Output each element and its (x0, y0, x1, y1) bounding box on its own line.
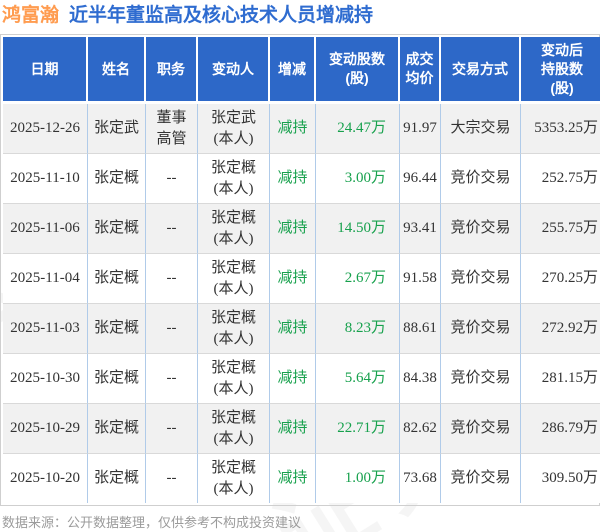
table-row: 2025-11-10 张定概 -- 张定概 (本人) 减持 3.00万 96.44 竞价交易 2… (3, 154, 600, 204)
column-header: 交易方式 (441, 37, 521, 104)
direction-cell: 减持 (270, 454, 316, 503)
table-row: 2025-10-29 张定概 -- 张定概 (本人) 减持 22.71万 82.62 竞价交易… (3, 404, 600, 454)
direction-cell: 减持 (270, 304, 316, 354)
column-header: 日期 (3, 37, 88, 104)
position-cell: -- (146, 304, 198, 354)
direction-cell: 减持 (270, 354, 316, 404)
table-row: 2025-11-06 张定概 -- 张定概 (本人) 减持 14.50万 93.41 竞价交易… (3, 204, 600, 254)
trade-method-cell: 竞价交易 (441, 404, 521, 454)
direction-cell: 减持 (270, 254, 316, 304)
column-header: 增减 (270, 37, 316, 104)
trade-method-cell: 竞价交易 (441, 204, 521, 254)
shares-changed-cell: 8.23万 (316, 304, 400, 354)
shares-after-cell: 272.92万 (521, 304, 600, 354)
column-header: 姓名 (88, 37, 146, 104)
holdings-table-box: 日期 姓名 职务 变动人 增减 变动股数 (股) 成交 均价 交易方式 变动后 持股数 (股) … (0, 34, 600, 506)
table-body: 2025-12-26 张定武 董事 高管 张定武 (本人) 减持 24.47万 91.97 大… (3, 104, 600, 503)
trade-method-cell: 竞价交易 (441, 254, 521, 304)
avg-price-cell: 91.97 (400, 104, 441, 154)
changer-cell: 张定概 (本人) (198, 204, 270, 254)
shares-changed-cell: 14.50万 (316, 204, 400, 254)
shares-after-cell: 281.15万 (521, 354, 600, 404)
holdings-table: 日期 姓名 职务 变动人 增减 变动股数 (股) 成交 均价 交易方式 变动后 持股数 (股) … (3, 37, 600, 503)
report-title: 近半年董监高及核心技术人员增减持 (69, 5, 374, 26)
column-header: 变动后 持股数 (股) (521, 37, 600, 104)
date-cell: 2025-10-30 (3, 354, 88, 404)
avg-price-cell: 73.68 (400, 454, 441, 503)
table-row: 2025-10-20 张定概 -- 张定概 (本人) 减持 1.00万 73.68 竞价交易 3… (3, 454, 600, 503)
shares-after-cell: 270.25万 (521, 254, 600, 304)
avg-price-cell: 91.58 (400, 254, 441, 304)
date-cell: 2025-10-20 (3, 454, 88, 503)
shares-after-cell: 5353.25万 (521, 104, 600, 154)
changer-cell: 张定武 (本人) (198, 104, 270, 154)
column-header: 变动股数 (股) (316, 37, 400, 104)
footer-note: 数据来源：公开数据整理，仅供参考不构成投资建议 (2, 515, 302, 530)
shares-changed-cell: 1.00万 (316, 454, 400, 503)
shares-after-cell: 309.50万 (541, 470, 598, 486)
trade-method-cell: 竞价交易 (441, 304, 521, 354)
avg-price-cell: 88.61 (400, 304, 441, 354)
date-cell: 2025-11-06 (3, 204, 88, 254)
shares-changed-cell: 3.00万 (316, 154, 400, 204)
position-cell: -- (146, 404, 198, 454)
column-header: 成交 均价 (400, 37, 441, 104)
shares-changed-cell: 2.67万 (316, 254, 400, 304)
name-cell: 张定概 (88, 404, 146, 454)
changer-cell: 张定概 (本人) (198, 304, 270, 354)
date-cell: 2025-10-29 (3, 404, 88, 454)
shares-after-cell: 255.75万 (521, 204, 600, 254)
changer-cell: 张定概 (本人) (198, 454, 270, 503)
name-cell: 张定概 (88, 354, 146, 404)
table-row: 2025-12-26 张定武 董事 高管 张定武 (本人) 减持 24.47万 91.97 大… (3, 104, 600, 154)
changer-cell: 张定概 (本人) (198, 354, 270, 404)
direction-cell: 减持 (270, 154, 316, 204)
table-header: 日期 姓名 职务 变动人 增减 变动股数 (股) 成交 均价 交易方式 变动后 持股数 (股) (3, 37, 600, 104)
name-cell: 张定概 (88, 304, 146, 354)
changer-cell: 张定概 (本人) (198, 254, 270, 304)
changer-cell: 张定概 (本人) (198, 154, 270, 204)
trade-method-cell: 竞价交易 (441, 154, 521, 204)
shares-changed-cell: 22.71万 (316, 404, 400, 454)
header-row: 日期 姓名 职务 变动人 增减 变动股数 (股) 成交 均价 交易方式 变动后 持股数 (股) (3, 37, 600, 104)
direction-cell: 减持 (270, 404, 316, 454)
avg-price-cell: 84.38 (400, 354, 441, 404)
table-row: 2025-10-30 张定概 -- 张定概 (本人) 减持 5.64万 84.38 竞价交易 2… (3, 354, 600, 404)
trade-method-cell: 竞价交易 (441, 454, 521, 503)
table-row: 2025-11-03 张定概 -- 张定概 (本人) 减持 8.23万 88.61 竞价交易 2… (3, 304, 600, 354)
changer-cell: 张定概 (本人) (198, 404, 270, 454)
column-header: 职务 (146, 37, 198, 104)
avg-price-cell: 93.41 (400, 204, 441, 254)
date-cell: 2025-12-26 (3, 104, 88, 154)
column-header: 变动人 (198, 37, 270, 104)
trade-method-cell: 大宗交易 (441, 104, 521, 154)
position-cell: -- (146, 154, 198, 204)
name-cell: 张定武 (88, 104, 146, 154)
date-cell: 2025-11-04 (3, 254, 88, 304)
shares-changed-cell: 24.47万 (316, 104, 400, 154)
trade-method-cell: 竞价交易 (441, 354, 521, 404)
shares-changed-cell: 5.64万 (316, 354, 400, 404)
shares-after-cell: 252.75万 (521, 154, 600, 204)
position-cell: -- (146, 204, 198, 254)
position-cell: -- (146, 454, 198, 503)
direction-cell: 减持 (270, 104, 316, 154)
date-cell: 2025-11-03 (3, 304, 88, 354)
page-title: 鸿富瀚 近半年董监高及核心技术人员增减持 (0, 0, 600, 34)
position-cell: 董事 高管 (146, 104, 198, 154)
date-cell: 2025-11-10 (3, 154, 88, 204)
shares-after-cell: 286.79万 (521, 404, 600, 454)
avg-price-cell: 82.62 (400, 404, 441, 454)
name-cell: 张定概 (88, 204, 146, 254)
name-cell: 张定概 (88, 454, 146, 503)
name-cell: 张定概 (88, 154, 146, 204)
avg-price-cell: 96.44 (400, 154, 441, 204)
position-cell: -- (146, 354, 198, 404)
position-cell: -- (146, 254, 198, 304)
name-cell: 张定概 (88, 254, 146, 304)
table-row: 2025-11-04 张定概 -- 张定概 (本人) 减持 2.67万 91.58 竞价交易 2… (3, 254, 600, 304)
stock-name: 鸿富瀚 (2, 5, 60, 26)
direction-cell: 减持 (270, 204, 316, 254)
